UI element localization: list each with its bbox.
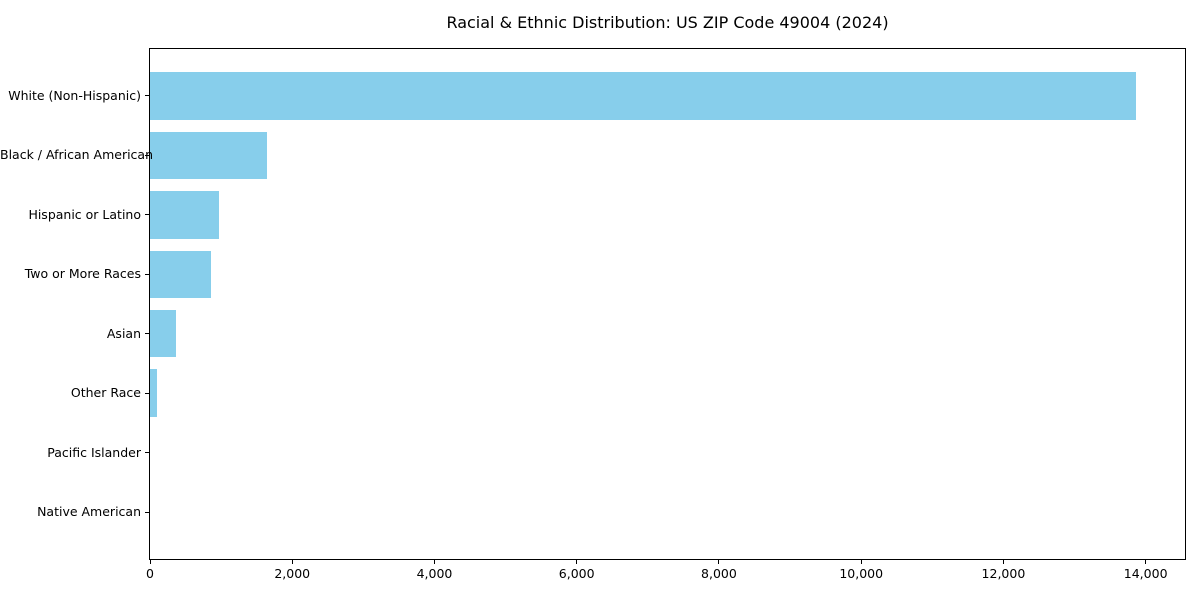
x-tick-label-14000: 14,000 xyxy=(1123,566,1168,581)
bar-other-race xyxy=(150,369,158,417)
x-tick-mark xyxy=(860,560,862,564)
x-tick-mark xyxy=(718,560,720,564)
category-label-hispanic-or-latino: Hispanic or Latino xyxy=(28,206,141,222)
category-label-two-or-more-races: Two or More Races xyxy=(24,266,141,282)
category-label-other-race: Other Race xyxy=(70,385,141,401)
x-tick-mark xyxy=(1145,560,1147,564)
x-tick-label-6000: 6,000 xyxy=(558,566,595,581)
category-label-native-american: Native American xyxy=(37,504,141,520)
x-tick-mark xyxy=(291,560,293,564)
category-label-asian: Asian xyxy=(106,325,141,341)
y-tick-mark xyxy=(145,452,149,454)
plot-area xyxy=(149,48,1186,560)
x-tick-mark xyxy=(1002,560,1004,564)
x-tick-label-12000: 12,000 xyxy=(981,566,1026,581)
x-tick-label-4000: 4,000 xyxy=(416,566,453,581)
bar-white-non-hispanic xyxy=(150,72,1136,120)
category-label-black-african-american: Black / African American xyxy=(0,147,154,163)
x-tick-mark xyxy=(576,560,578,564)
x-tick-label-2000: 2,000 xyxy=(274,566,311,581)
x-tick-label-10000: 10,000 xyxy=(839,566,884,581)
y-tick-mark xyxy=(145,333,149,335)
y-tick-mark xyxy=(145,214,149,216)
bar-hispanic-or-latino xyxy=(150,191,219,239)
y-tick-mark xyxy=(145,392,149,394)
category-label-pacific-islander: Pacific Islander xyxy=(47,444,141,460)
x-tick-label-8000: 8,000 xyxy=(701,566,737,581)
x-tick-label-0: 0 xyxy=(146,566,154,581)
chart-title: Racial & Ethnic Distribution: US ZIP Cod… xyxy=(446,13,889,32)
y-tick-mark xyxy=(145,511,149,513)
y-tick-mark xyxy=(145,154,149,156)
y-tick-mark xyxy=(145,273,149,275)
y-tick-mark xyxy=(145,95,149,97)
x-tick-mark xyxy=(149,560,151,564)
x-tick-mark xyxy=(433,560,435,564)
bar-two-or-more-races xyxy=(150,250,211,299)
bar-black-african-american xyxy=(150,131,267,180)
category-label-white-non-hispanic: White (Non-Hispanic) xyxy=(8,87,141,103)
bar-asian xyxy=(150,309,176,358)
